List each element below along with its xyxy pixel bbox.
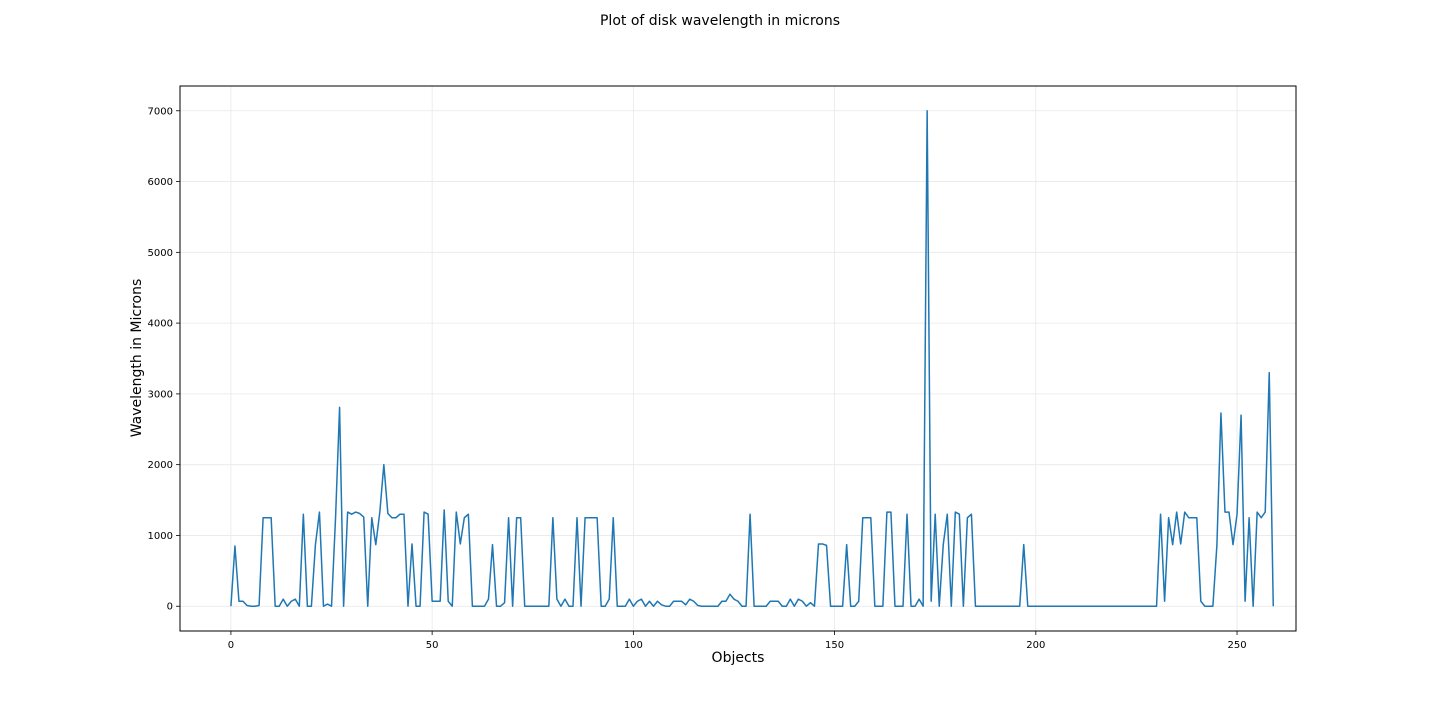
y-tick-label: 0	[167, 602, 173, 613]
x-tick-label: 100	[624, 640, 643, 651]
x-tick-label: 0	[228, 640, 234, 651]
y-tick-label: 7000	[148, 106, 173, 117]
x-axis-label: Objects	[712, 650, 765, 666]
axes-frame	[179, 85, 1297, 632]
x-tick-label: 200	[1026, 640, 1045, 651]
plot-area	[230, 110, 1275, 607]
x-axis: 0 50 100 150 200 250	[228, 631, 1247, 651]
chart-title: Plot of disk wavelength in microns	[600, 13, 840, 29]
y-tick-label: 4000	[148, 319, 173, 330]
y-axis-label: Wavelength in Microns	[129, 279, 145, 438]
grid	[180, 86, 1296, 631]
y-tick-label: 3000	[148, 389, 173, 400]
y-tick-label: 6000	[148, 177, 173, 188]
x-tick-label: 250	[1227, 640, 1246, 651]
x-tick-label: 50	[426, 640, 439, 651]
y-tick-label: 5000	[148, 248, 173, 259]
y-tick-label: 2000	[148, 460, 173, 471]
series-line	[230, 110, 1275, 607]
y-tick-label: 1000	[148, 531, 173, 542]
x-tick-label: 150	[825, 640, 844, 651]
y-axis: 0 1000 2000 3000 4000 5000 6000 7000	[148, 106, 180, 613]
